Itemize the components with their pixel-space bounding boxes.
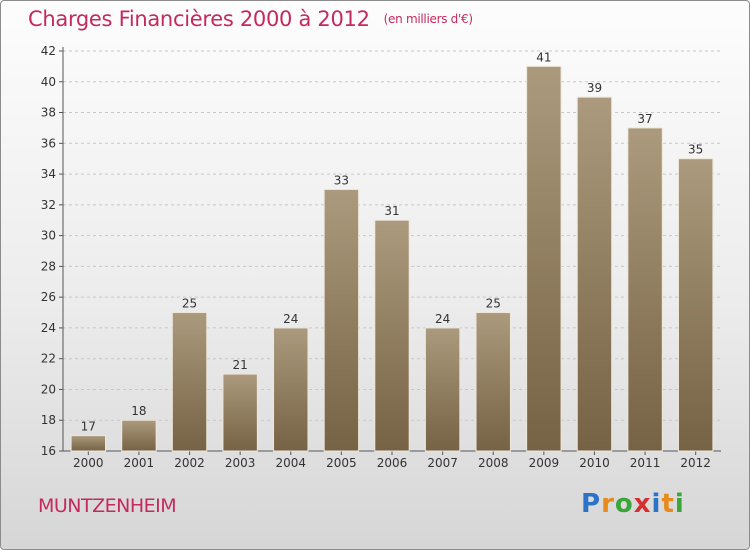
bar [70,435,107,452]
bar [576,96,613,452]
y-tick-label: 32 [41,198,56,212]
bar [526,65,562,452]
x-tick-label: 2006 [377,456,408,470]
y-tick-label: 38 [41,106,56,120]
y-tick-label: 24 [41,321,56,335]
x-tick-label: 2009 [529,456,560,470]
logo-letter: x [633,489,652,519]
x-tick-label: 2003 [225,456,256,470]
data-label: 25 [182,297,197,311]
bar [273,327,309,452]
x-tick-label: 2000 [73,456,104,470]
logo-letter: i [651,489,662,519]
data-label: 41 [536,50,551,64]
bar [424,327,461,452]
x-tick-label: 2004 [275,456,306,470]
data-label: 21 [233,358,248,372]
x-tick-label: 2002 [174,456,205,470]
logo-letter: o [614,489,634,519]
data-label: 31 [384,204,399,218]
bar [374,219,410,452]
bar [121,419,157,452]
y-tick-label: 20 [41,382,56,396]
x-tick-label: 2011 [630,456,661,470]
y-tick-label: 36 [41,136,56,150]
data-label: 17 [81,420,96,434]
y-tick-label: 26 [41,290,56,304]
data-label: 39 [587,81,602,95]
data-label: 24 [435,312,450,326]
title-text: Charges Financières 2000 à 2012 [28,7,370,31]
bar [475,312,511,452]
proxiti-logo: Proxiti [581,489,685,519]
bar [171,312,208,452]
unit-label: (en milliers d'€) [383,12,473,26]
data-label: 37 [637,112,652,126]
logo-letter: P [581,489,602,519]
logo-letter: r [601,489,615,519]
x-tick-label: 2008 [478,456,509,470]
y-tick-label: 18 [41,413,56,427]
data-label: 33 [334,173,349,187]
bar [677,158,714,452]
y-tick-label: 42 [41,44,56,58]
data-label: 35 [688,143,703,157]
bar [222,373,258,452]
y-tick-label: 16 [41,444,56,458]
bar [323,188,360,452]
x-tick-label: 2005 [326,456,357,470]
y-tick-label: 40 [41,75,56,89]
x-tick-label: 2012 [680,456,711,470]
x-tick-label: 2007 [427,456,458,470]
data-label: 24 [283,312,298,326]
y-tick-label: 22 [41,352,56,366]
commune-name: MUNTZENHEIM [38,495,177,517]
y-tick-label: 28 [41,259,56,273]
y-tick-label: 34 [41,167,56,181]
y-tick-label: 30 [41,229,56,243]
data-label: 25 [486,297,501,311]
logo-letter: t [661,489,675,519]
chart-title: Charges Financières 2000 à 2012 (en milli… [28,7,473,31]
x-tick-label: 2001 [124,456,155,470]
bar [627,127,663,452]
x-tick-label: 2010 [579,456,610,470]
logo-letter: i [674,489,685,519]
data-label: 18 [131,404,146,418]
